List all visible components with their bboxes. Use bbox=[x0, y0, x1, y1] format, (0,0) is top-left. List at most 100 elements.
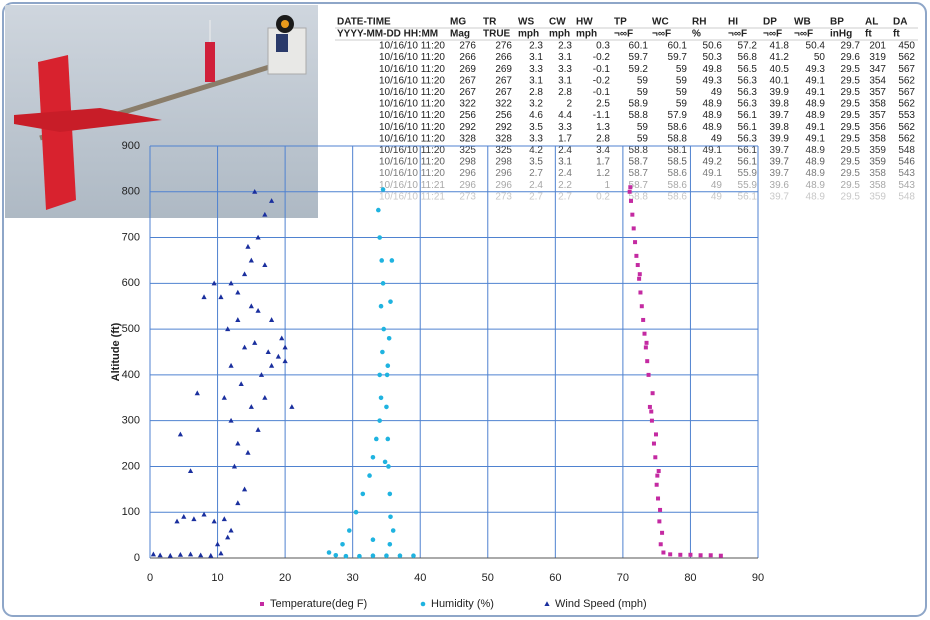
point bbox=[379, 258, 385, 263]
table-cell: 10/16/10 11:20 bbox=[379, 99, 445, 110]
table-cell: 273 bbox=[495, 191, 512, 202]
point bbox=[241, 486, 248, 492]
table-cell: 56.3 bbox=[738, 87, 758, 98]
table-cell: 2 bbox=[566, 99, 572, 110]
point bbox=[218, 294, 224, 300]
legend-label: Wind Speed (mph) bbox=[555, 598, 647, 610]
x-tick-label: 60 bbox=[549, 572, 561, 584]
table-cell: 296 bbox=[495, 180, 512, 191]
point bbox=[370, 553, 376, 559]
table-cell: 347 bbox=[869, 64, 886, 75]
point bbox=[225, 534, 231, 540]
point bbox=[382, 459, 388, 465]
column-header: HI bbox=[728, 17, 738, 28]
point bbox=[718, 553, 723, 558]
point bbox=[201, 294, 207, 300]
point bbox=[384, 372, 390, 378]
table-cell: 56.1 bbox=[738, 191, 758, 202]
point bbox=[387, 541, 393, 547]
column-unit: ¬∞F bbox=[763, 29, 782, 40]
point bbox=[150, 551, 156, 557]
series bbox=[627, 185, 723, 558]
table-cell: 60.1 bbox=[629, 41, 649, 52]
x-tick-label: 90 bbox=[752, 572, 764, 584]
table-cell: 48.9 bbox=[806, 157, 826, 168]
table-cell: 266 bbox=[459, 52, 476, 63]
table-cell: 29.5 bbox=[841, 133, 861, 144]
column-unit: TRUE bbox=[483, 29, 511, 40]
photo bbox=[5, 5, 318, 218]
table-cell: 543 bbox=[898, 180, 915, 191]
column-unit: ¬∞F bbox=[652, 29, 671, 40]
point bbox=[367, 473, 372, 478]
point bbox=[631, 226, 636, 231]
table-cell: 56.1 bbox=[738, 122, 758, 133]
point bbox=[650, 391, 655, 396]
point bbox=[241, 271, 248, 277]
point bbox=[657, 519, 662, 524]
table-cell: 58.7 bbox=[629, 180, 649, 191]
point bbox=[211, 518, 217, 524]
column-header: BP bbox=[830, 17, 844, 28]
table-cell: 276 bbox=[495, 41, 512, 52]
point bbox=[370, 537, 376, 542]
column-header: WB bbox=[794, 17, 811, 28]
point bbox=[389, 258, 395, 263]
table-cell: 10/16/10 11:20 bbox=[379, 110, 445, 121]
table-row: 10/16/10 11:20 292 292 3.5 3.3 1.3 59 58.6 48.9 5… bbox=[379, 122, 915, 133]
point bbox=[643, 345, 648, 350]
table-cell: 3.3 bbox=[558, 64, 572, 75]
table-cell: 4.6 bbox=[529, 110, 543, 121]
table-cell: 39.7 bbox=[770, 168, 790, 179]
table-cell: 29.5 bbox=[841, 191, 861, 202]
point bbox=[211, 280, 217, 286]
table-cell: 48.9 bbox=[806, 191, 826, 202]
table-cell: 56.3 bbox=[738, 75, 758, 86]
point bbox=[385, 436, 391, 442]
table-cell: 48.9 bbox=[806, 180, 826, 191]
table-cell: 39.7 bbox=[770, 191, 790, 202]
table-cell: 58.8 bbox=[629, 191, 649, 202]
table-cell: 48.9 bbox=[703, 110, 723, 121]
table-cell: 553 bbox=[898, 110, 915, 121]
point bbox=[248, 404, 254, 409]
table-cell: 40.5 bbox=[770, 64, 790, 75]
table-cell: 546 bbox=[898, 157, 915, 168]
table-cell: 49.1 bbox=[806, 122, 826, 133]
point bbox=[628, 198, 633, 203]
table-cell: 2.4 bbox=[529, 180, 543, 191]
table-cell: 328 bbox=[495, 133, 512, 144]
table-cell: 319 bbox=[869, 52, 886, 63]
table-cell: 10/16/10 11:20 bbox=[379, 145, 445, 156]
table-cell: 3.5 bbox=[529, 122, 543, 133]
table-cell: 562 bbox=[898, 52, 915, 63]
table-cell: 58.6 bbox=[668, 180, 688, 191]
table-cell: -0.2 bbox=[593, 75, 611, 86]
table-cell: 3.5 bbox=[529, 157, 543, 168]
table-cell: 358 bbox=[869, 99, 886, 110]
point bbox=[333, 552, 339, 558]
table-cell: 56.8 bbox=[738, 52, 758, 63]
table-cell: 567 bbox=[898, 64, 915, 75]
table-cell: 49.2 bbox=[703, 157, 723, 168]
column-unit: mph bbox=[576, 29, 597, 40]
column-header: WC bbox=[652, 17, 669, 28]
point bbox=[376, 207, 381, 213]
table-cell: 10/16/10 11:20 bbox=[379, 52, 445, 63]
point bbox=[262, 211, 268, 217]
table-cell: 0.2 bbox=[596, 191, 610, 202]
table-row: 10/16/10 11:20 267 267 2.8 2.8 -0.1 59 59 49 56.3… bbox=[379, 87, 915, 98]
table-cell: 58.8 bbox=[668, 133, 688, 144]
table-cell: 325 bbox=[459, 145, 476, 156]
table-row: 10/16/10 11:20 267 267 3.1 3.1 -0.2 59 59 49.3 56… bbox=[379, 75, 915, 86]
table-cell: 39.9 bbox=[770, 87, 790, 98]
point bbox=[269, 198, 275, 203]
table-cell: 48.9 bbox=[806, 145, 826, 156]
table-cell: 1.2 bbox=[596, 168, 610, 179]
table-cell: 58.8 bbox=[629, 145, 649, 156]
table-cell: 49.1 bbox=[703, 145, 723, 156]
point bbox=[688, 552, 693, 557]
table-cell: 1.3 bbox=[596, 122, 610, 133]
table-cell: 3.3 bbox=[529, 64, 543, 75]
